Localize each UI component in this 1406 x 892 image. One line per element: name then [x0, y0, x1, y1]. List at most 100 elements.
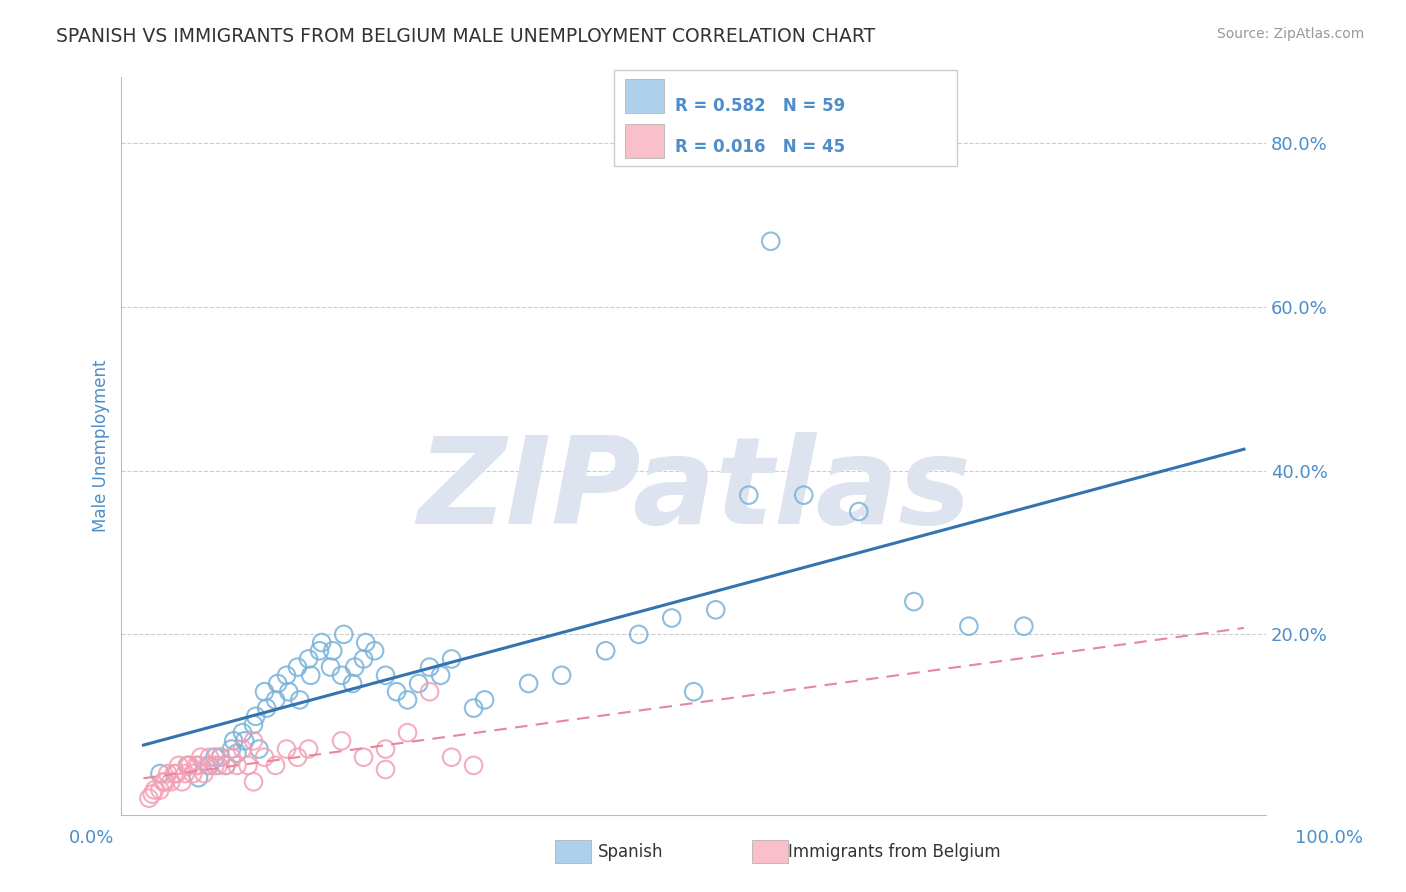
Point — [332, 627, 354, 641]
Point — [174, 766, 197, 780]
Point — [221, 742, 243, 756]
Point — [226, 758, 249, 772]
Point — [440, 652, 463, 666]
Point — [209, 750, 232, 764]
Point — [253, 684, 276, 698]
Point — [1012, 619, 1035, 633]
Point — [319, 660, 342, 674]
Point — [793, 488, 815, 502]
Point — [198, 750, 221, 764]
Text: ZIPatlas: ZIPatlas — [416, 432, 970, 549]
Point — [264, 693, 287, 707]
Point — [215, 758, 238, 772]
Point — [181, 766, 204, 780]
Point — [550, 668, 572, 682]
Text: 0.0%: 0.0% — [69, 829, 114, 847]
Point — [221, 750, 243, 764]
Point — [166, 766, 188, 780]
Text: R = 0.016   N = 45: R = 0.016 N = 45 — [675, 137, 845, 156]
Point — [517, 676, 540, 690]
Point — [170, 774, 193, 789]
Point — [330, 734, 353, 748]
Point — [396, 693, 419, 707]
Point — [429, 668, 451, 682]
Point — [138, 791, 160, 805]
Point — [311, 635, 333, 649]
Point — [419, 660, 441, 674]
Point — [176, 758, 198, 772]
Point — [330, 668, 353, 682]
Point — [463, 701, 485, 715]
Point — [353, 750, 375, 764]
Point — [374, 763, 396, 777]
Point — [143, 783, 166, 797]
Point — [342, 676, 364, 690]
Point — [396, 725, 419, 739]
Text: SPANISH VS IMMIGRANTS FROM BELGIUM MALE UNEMPLOYMENT CORRELATION CHART: SPANISH VS IMMIGRANTS FROM BELGIUM MALE … — [56, 27, 876, 45]
Point — [242, 774, 264, 789]
Point — [231, 725, 253, 739]
Point — [682, 684, 704, 698]
Point — [385, 684, 408, 698]
Point — [903, 594, 925, 608]
Point — [207, 758, 229, 772]
Point — [149, 766, 172, 780]
Point — [264, 758, 287, 772]
Point — [190, 750, 212, 764]
Point — [152, 774, 174, 789]
Point — [198, 758, 221, 772]
Point — [267, 676, 290, 690]
Point — [408, 676, 430, 690]
Point — [160, 774, 183, 789]
Point — [195, 758, 218, 772]
Point — [627, 627, 650, 641]
Point — [256, 701, 278, 715]
Point — [353, 652, 375, 666]
Text: R = 0.582   N = 59: R = 0.582 N = 59 — [675, 97, 846, 115]
Point — [163, 766, 186, 780]
Point — [299, 668, 322, 682]
Point — [419, 684, 441, 698]
Point — [848, 504, 870, 518]
Point — [141, 787, 163, 801]
Point — [179, 758, 201, 772]
Text: Spanish: Spanish — [598, 843, 664, 861]
Point — [661, 611, 683, 625]
Point — [242, 734, 264, 748]
Point — [287, 660, 309, 674]
Point — [222, 734, 245, 748]
Point — [957, 619, 980, 633]
Point — [363, 644, 385, 658]
Point — [231, 742, 253, 756]
Point — [322, 644, 344, 658]
Point — [176, 758, 198, 772]
Point — [595, 644, 617, 658]
Point — [186, 758, 208, 772]
Point — [226, 746, 249, 760]
Point — [704, 603, 727, 617]
Point — [204, 758, 226, 772]
Point — [738, 488, 761, 502]
Point — [245, 709, 267, 723]
Point — [474, 693, 496, 707]
Point — [204, 750, 226, 764]
Point — [463, 758, 485, 772]
Text: Immigrants from Belgium: Immigrants from Belgium — [787, 843, 1000, 861]
Point — [209, 750, 232, 764]
Point — [156, 766, 179, 780]
Point — [374, 668, 396, 682]
Point — [242, 717, 264, 731]
Point — [440, 750, 463, 764]
Point — [236, 758, 259, 772]
Point — [277, 684, 299, 698]
Point — [167, 758, 190, 772]
Point — [308, 644, 330, 658]
Point — [187, 771, 209, 785]
Point — [187, 758, 209, 772]
Point — [287, 750, 309, 764]
Y-axis label: Male Unemployment: Male Unemployment — [93, 359, 110, 533]
Point — [374, 742, 396, 756]
Point — [155, 774, 177, 789]
Point — [233, 734, 256, 748]
Point — [297, 742, 319, 756]
